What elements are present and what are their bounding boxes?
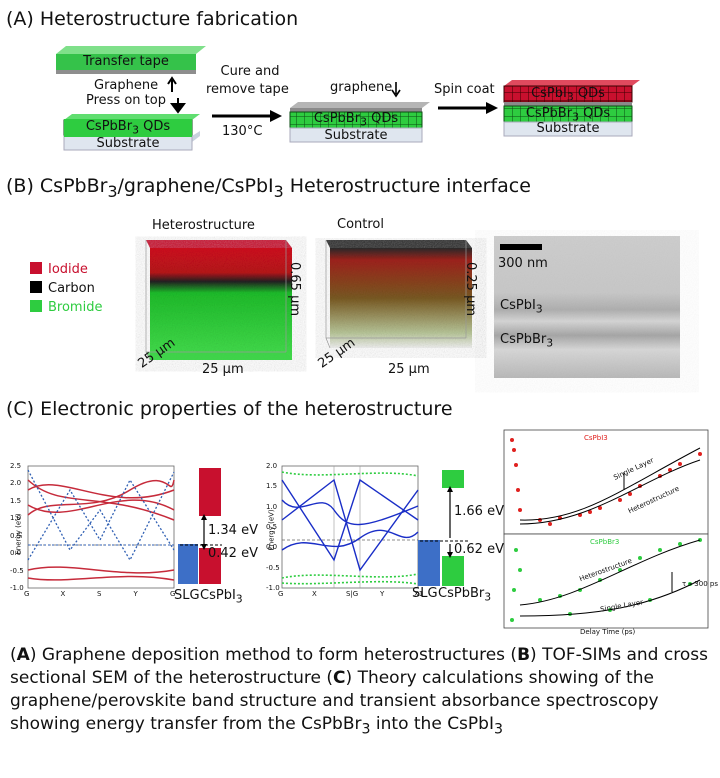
left-energy-axis: Energy (eV) [14,513,23,555]
legend-iodide: Iodide [30,262,88,277]
band-structure-plots [27,429,709,629]
scale-bar [500,244,542,250]
gap-1-34: 1.34 eV [208,523,258,538]
midTicksY-tick: 0.0 [266,543,278,552]
leftTicksX-tick: Y [133,590,138,598]
legend-swatch-iodide [30,262,42,274]
cspbi3-vb-bar [199,548,221,584]
scalebar-label: 300 nm [498,256,548,271]
energy-levels-cspbbr3 [418,470,470,586]
tof-sims-images [145,236,680,378]
sem-cspbbr3-label: CsPbBr3 [500,332,554,350]
ta-top-label: CsPbI3 [584,434,608,442]
gap-1-66: 1.66 eV [454,504,504,519]
control-cube [325,240,472,349]
leftTicksX-tick: G [170,590,176,598]
hetero-width-label-2: 25 μm [202,362,244,377]
midTicksY-tick: 0.5 [266,523,278,531]
leftTicksX-tick: X [60,590,66,598]
leftTicksY-tick: 0.0 [10,549,22,558]
energy-levels-cspbi3 [178,468,222,584]
stack-2 [289,102,430,143]
midTicksX-tick: X [312,590,317,598]
cspbbr3-qds-label-1: CsPbBr3 QDs [64,119,192,137]
graphene-lower-label: graphene [330,80,393,95]
substrate-label-3: Substrate [536,121,600,136]
step1-line2: remove tape [206,82,289,97]
panel-b-title: (B) CsPbBr3/graphene/CsPbI3 Heterostruct… [6,175,531,201]
cspbi3-cb-bar [199,468,221,516]
cspbi3-axis-label: CsPbI3 [200,588,243,606]
sem-image [494,236,680,378]
leftTicksY-tick: 1.5 [10,496,22,505]
midTicksY-tick: -0.5 [266,563,280,572]
gap-0-42: 0.42 eV [208,546,258,561]
mid-energy-axis: Energy (eV) [267,509,276,551]
substrate-label-1: Substrate [96,136,160,151]
leftTicksX-tick: G [24,590,30,598]
sem-cspbi3-label: CsPbI3 [500,298,543,316]
midTicksX-tick: X1 [414,590,424,598]
midTicksX-tick: Y [380,590,385,598]
figure-caption: (A) Graphene deposition method to form h… [10,645,708,738]
leftTicksX-tick: S [97,590,102,598]
leftTicksY-tick: -1.0 [10,584,24,592]
hetero-depth-label: 0.65 μm [287,262,302,317]
transfer-tape-label: Transfer tape [83,54,169,69]
midTicksX-tick: S|G [346,590,359,598]
leftTicksY-tick: 2.5 [10,462,22,470]
midTicksY-tick: 2.0 [266,462,278,470]
midTicksY-tick: 1.5 [266,482,278,491]
slg-label-2: SLG [412,586,438,601]
cspbi3-qds-label: CsPbI3 QDs [531,86,605,104]
panel-c-title: (C) Electronic properties of the heteros… [6,398,453,420]
midTicksY-tick: 1.0 [266,502,278,511]
band-plot-cspbbr3 [281,465,419,589]
legend-swatch-carbon [30,281,42,293]
gap-0-62: 0.62 eV [454,542,504,557]
ta-tau: τ ~300 ps [682,580,718,588]
slg-label-1: SLG [174,588,200,603]
leftTicksY-tick: -0.5 [10,566,24,575]
slg-bar-2 [418,540,440,586]
legend-bromide: Bromide [30,300,102,315]
cspbbr3-axis-label: CsPbBr3 [438,586,492,604]
legend-carbon: Carbon [30,281,95,296]
heterostructure-cube [145,240,292,361]
press-label: Press on top [86,93,166,108]
heterostructure-label: Heterostructure [152,218,255,233]
leftTicksY-tick: 0.5 [10,531,22,540]
legend-swatch-bromide [30,300,42,312]
midTicksX-tick: G [278,590,284,598]
midTicksY-tick: -1.0 [266,584,280,592]
ta-delay-axis: Delay Time (ps) [580,628,636,636]
spin-coat-label: Spin coat [434,82,495,97]
control-width-label-2: 25 μm [388,362,430,377]
leftTicksY-tick: 1.0 [10,514,22,523]
control-depth-label: 0.25 μm [463,262,478,317]
up-arrow-icon [167,76,177,92]
slg-bar-1 [178,544,198,584]
cspbbr3-cb-bar [442,470,464,488]
cspbbr3-vb-bar [442,556,464,586]
band-plot-cspbi3 [27,465,175,589]
cspbbr3-qds-label-3: CsPbBr3 QDs [525,106,611,124]
panel-a-title: (A) Heterostructure fabrication [6,8,299,30]
ta-plots [503,429,709,629]
cspbbr3-qds-label-2: CsPbBr3 QDs [313,111,399,129]
substrate-label-2: Substrate [324,128,388,143]
stack-3 [503,80,640,137]
graphene-label: Graphene [94,78,159,93]
temp-label: 130°C [222,124,263,139]
transfer-tape [56,46,206,74]
down-arrow-icon [170,98,186,114]
control-label: Control [337,217,384,232]
graphene-down-arrow-icon [391,82,401,98]
leftTicksY-tick: 2.0 [10,479,22,488]
ta-bottom-label: CsPbBr3 [590,538,620,546]
step1-line1: Cure and [220,64,280,79]
